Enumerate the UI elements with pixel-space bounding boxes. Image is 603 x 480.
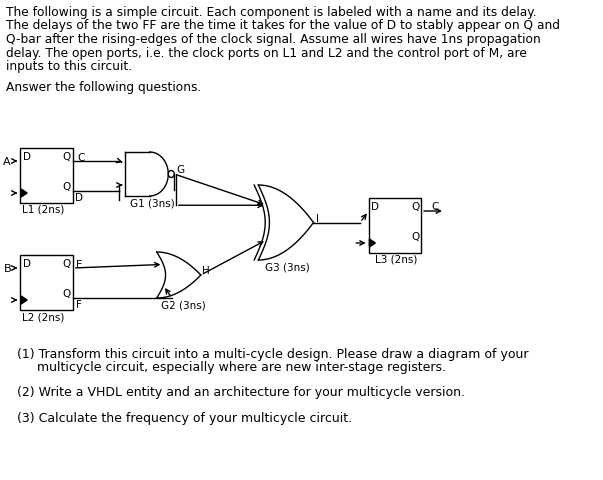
- Text: A: A: [4, 157, 11, 167]
- Bar: [21, 148, 73, 203]
- Text: Q: Q: [63, 152, 71, 162]
- Text: L1 (2ns): L1 (2ns): [22, 205, 65, 215]
- Polygon shape: [21, 296, 27, 304]
- Text: I: I: [316, 215, 319, 225]
- Polygon shape: [21, 189, 27, 197]
- Text: (3) Calculate the frequency of your multicycle circuit.: (3) Calculate the frequency of your mult…: [17, 412, 352, 425]
- Text: F: F: [76, 300, 82, 310]
- Text: C: C: [77, 153, 84, 163]
- Polygon shape: [370, 239, 375, 247]
- Text: G2 (3ns): G2 (3ns): [161, 300, 206, 310]
- Text: D: D: [23, 259, 31, 269]
- Text: The delays of the two FF are the time it takes for the value of D to stably appe: The delays of the two FF are the time it…: [6, 20, 560, 33]
- Text: L2 (2ns): L2 (2ns): [22, 312, 65, 322]
- Text: H: H: [203, 266, 210, 276]
- Text: Q: Q: [411, 232, 419, 242]
- Text: Q: Q: [411, 202, 419, 212]
- Text: Answer the following questions.: Answer the following questions.: [6, 82, 201, 95]
- Text: G3 (3ns): G3 (3ns): [265, 262, 310, 272]
- Bar: [21, 255, 73, 310]
- Text: G: G: [176, 165, 184, 175]
- Text: (2) Write a VHDL entity and an architecture for your multicycle version.: (2) Write a VHDL entity and an architect…: [17, 386, 465, 399]
- Text: Q-bar after the rising-edges of the clock signal. Assume all wires have 1ns prop: Q-bar after the rising-edges of the cloc…: [6, 33, 541, 46]
- Text: L3 (2ns): L3 (2ns): [375, 255, 418, 265]
- Text: inputs to this circuit.: inputs to this circuit.: [6, 60, 132, 73]
- Text: C: C: [431, 202, 438, 212]
- Circle shape: [168, 170, 174, 178]
- Text: D: D: [75, 193, 83, 203]
- Text: (1) Transform this circuit into a multi-cycle design. Please draw a diagram of y: (1) Transform this circuit into a multi-…: [17, 348, 528, 361]
- Text: D: D: [23, 152, 31, 162]
- Text: D: D: [371, 202, 379, 212]
- Text: Q: Q: [63, 259, 71, 269]
- Text: Q: Q: [63, 182, 71, 192]
- Text: delay. The open ports, i.e. the clock ports on L1 and L2 and the control port of: delay. The open ports, i.e. the clock po…: [6, 47, 527, 60]
- Text: B: B: [4, 264, 11, 274]
- Text: Q: Q: [63, 289, 71, 299]
- Bar: [368, 198, 421, 253]
- Text: G1 (3ns): G1 (3ns): [130, 198, 175, 208]
- Text: E: E: [76, 260, 83, 270]
- Text: multicycle circuit, especially where are new inter-stage registers.: multicycle circuit, especially where are…: [17, 361, 446, 374]
- Text: The following is a simple circuit. Each component is labeled with a name and its: The following is a simple circuit. Each …: [6, 6, 537, 19]
